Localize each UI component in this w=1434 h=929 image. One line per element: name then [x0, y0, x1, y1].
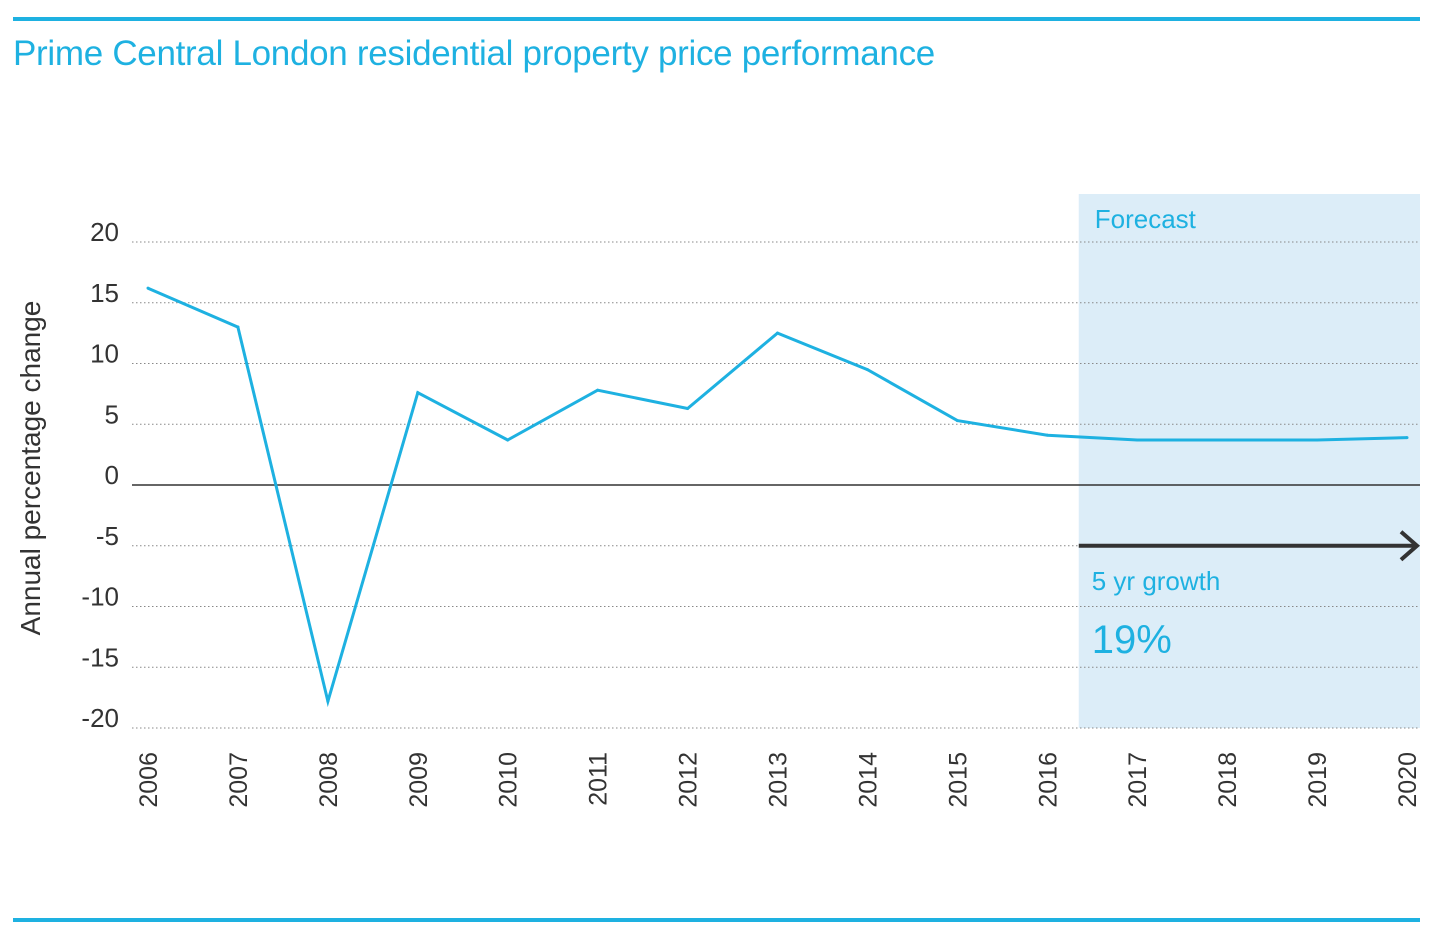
data-point: [1045, 433, 1049, 437]
x-tick-label: 2014: [854, 752, 882, 808]
growth-value: 19%: [1092, 618, 1172, 662]
y-tick-label: 20: [90, 217, 119, 247]
data-point: [1405, 436, 1409, 440]
data-point: [955, 419, 959, 423]
x-tick-label: 2020: [1394, 752, 1422, 808]
x-tick-label: 2010: [495, 752, 523, 808]
x-tick-label: 2016: [1034, 752, 1062, 808]
data-point: [1315, 438, 1319, 442]
x-tick-label: 2006: [135, 752, 163, 808]
y-tick-label: -5: [96, 521, 119, 551]
data-point: [1225, 438, 1229, 442]
y-tick-label: 10: [90, 339, 119, 369]
y-tick-label: -10: [81, 582, 119, 612]
data-point: [506, 438, 510, 442]
y-tick-label: -15: [81, 642, 119, 672]
x-tick-label: 2007: [225, 752, 253, 808]
forecast-label: Forecast: [1095, 204, 1197, 234]
x-tick-label: 2009: [405, 752, 433, 808]
data-point: [596, 388, 600, 392]
data-point: [146, 286, 150, 290]
x-tick-label: 2011: [585, 752, 613, 806]
chart-title: Prime Central London residential propert…: [13, 34, 935, 73]
x-tick-label: 2019: [1304, 752, 1332, 808]
data-point: [236, 325, 240, 329]
x-tick-label: 2012: [675, 752, 703, 808]
data-point: [865, 368, 869, 372]
x-tick-label: 2008: [315, 752, 343, 808]
y-tick-label: 0: [105, 460, 119, 490]
forecast-band: [1078, 194, 1420, 728]
y-tick-label: 15: [90, 278, 119, 308]
top-rule: [13, 17, 1420, 21]
bottom-rule: [13, 918, 1420, 922]
data-point: [776, 331, 779, 335]
y-axis-label: Annual percentage change: [15, 301, 46, 636]
growth-arrow-head: [1399, 530, 1421, 562]
x-tick-label: 2013: [765, 752, 793, 808]
growth-label: 5 yr growth: [1092, 566, 1221, 596]
y-tick-label: 5: [105, 399, 119, 429]
y-tick-label: -20: [81, 703, 119, 733]
data-point: [686, 406, 690, 410]
x-tick-label: 2017: [1124, 752, 1152, 808]
data-point: [326, 699, 330, 703]
data-point: [416, 391, 420, 395]
x-tick-label: 2015: [944, 752, 972, 808]
x-tick-label: 2018: [1214, 752, 1242, 808]
data-point: [1135, 438, 1139, 442]
